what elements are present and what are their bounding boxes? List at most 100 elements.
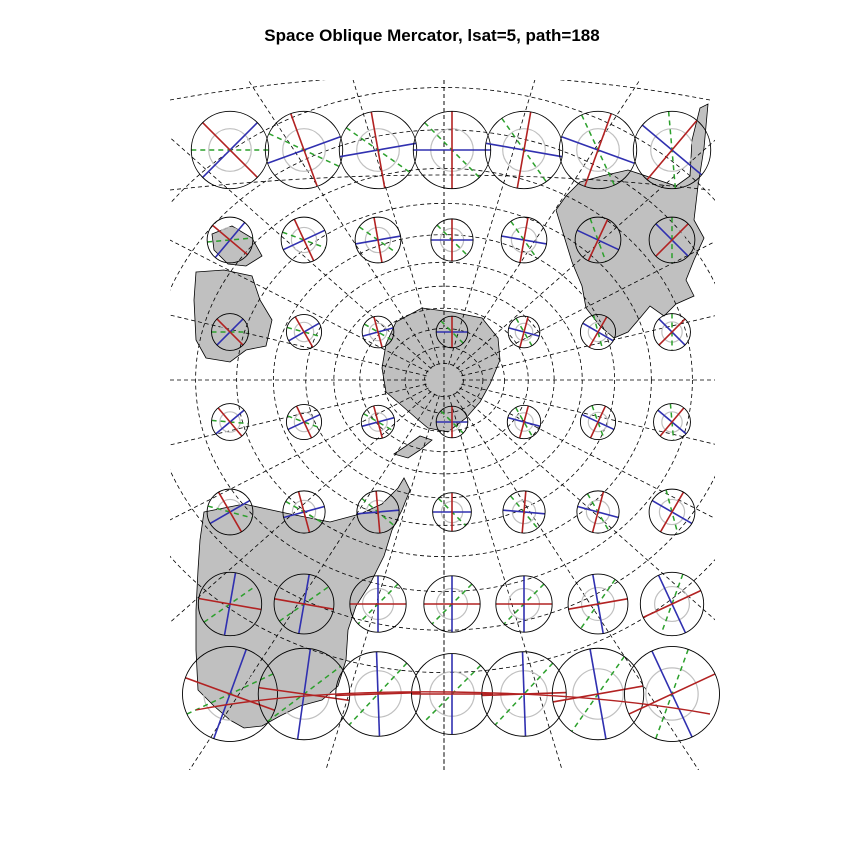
graticule-meridian-3 xyxy=(456,391,715,621)
indicatrix-reference-ring xyxy=(584,226,612,254)
indicatrix-meridian-tick xyxy=(258,686,350,702)
indicatrix-circle xyxy=(558,110,638,190)
indicatrix-meridian-tick xyxy=(216,318,244,346)
indicatrix-reference-ring xyxy=(365,499,391,525)
indicatrix-meridian-tick xyxy=(642,589,702,619)
indicatrix-reference-ring xyxy=(514,322,534,342)
indicatrix-0-5 xyxy=(558,110,638,190)
indicatrix-reference-ring xyxy=(500,670,548,718)
indicatrix-reference-ring xyxy=(514,412,534,432)
indicatrix-circle xyxy=(648,488,696,536)
indicatrix-reference-ring xyxy=(572,668,624,720)
indicatrix-reference-ring xyxy=(580,586,616,622)
indicatrix-circle xyxy=(354,216,402,264)
land-central xyxy=(381,307,501,433)
indicatrix-reference-ring xyxy=(293,411,315,433)
indicatrix-circle xyxy=(551,647,645,741)
indicatrix-meridian-tick xyxy=(646,119,698,181)
indicatrix-meridian-tick xyxy=(370,111,386,189)
graticule-meridian-5 xyxy=(448,395,563,770)
indicatrix-reference-ring xyxy=(661,411,683,433)
indicatrix-meridian-tick xyxy=(589,405,607,439)
land-masses xyxy=(193,103,709,729)
indicatrix-reference-ring xyxy=(354,670,402,718)
indicatrix-3-4 xyxy=(506,404,542,440)
indicatrix-reference-ring xyxy=(502,128,546,172)
indicatrix-reference-ring xyxy=(650,128,694,172)
indicatrix-max-scale-axis xyxy=(287,415,321,429)
indicatrix-circle xyxy=(624,646,720,742)
indicatrix-3-2 xyxy=(360,404,396,440)
indicatrix-circle xyxy=(423,575,481,633)
indicatrix-meridian-tick xyxy=(655,223,689,257)
indicatrix-circle xyxy=(360,404,396,440)
indicatrix-meridian-tick xyxy=(373,316,383,348)
indicatrix-1-1 xyxy=(280,216,328,264)
indicatrix-5-2 xyxy=(349,575,407,633)
land-chain xyxy=(393,435,433,459)
indicatrix-max-scale-axis xyxy=(286,326,322,338)
indicatrix-reference-ring xyxy=(219,411,241,433)
graticule-meridian-19 xyxy=(448,80,536,365)
indicatrix-meridian-tick xyxy=(274,598,334,610)
indicatrix-circle xyxy=(576,490,620,534)
indicatrix-reference-ring xyxy=(216,226,244,254)
indicatrix-max-scale-axis xyxy=(514,407,534,437)
indicatrix-meridian-tick xyxy=(516,111,532,189)
indicatrix-0-0 xyxy=(190,110,270,190)
indicatrix-reference-ring xyxy=(511,499,537,525)
indicatrix-meridian-tick xyxy=(372,405,384,439)
indicatrix-1-6 xyxy=(648,216,696,264)
indicatrix-0-2 xyxy=(338,110,418,190)
indicatrix-meridian-tick xyxy=(295,405,313,439)
indicatrix-meridian-tick xyxy=(659,491,685,533)
indicatrix-circle xyxy=(495,575,553,633)
indicatrix-meridian-tick xyxy=(375,490,381,534)
indicatrix-1-0 xyxy=(206,216,254,264)
indicatrix-meridian-tick xyxy=(587,218,609,262)
indicatrix-circle xyxy=(574,216,622,264)
indicatrix-meridian-tick xyxy=(290,113,318,187)
indicatrix-5-0 xyxy=(197,571,263,637)
indicatrix-meridian-tick xyxy=(584,113,612,187)
indicatrix-meridian-tick xyxy=(568,598,628,610)
indicatrix-circle xyxy=(412,110,492,190)
indicatrix-3-3 xyxy=(435,405,469,439)
indicatrix-meridian-tick xyxy=(628,673,716,715)
indicatrix-meridian-tick xyxy=(373,217,383,263)
indicatrix-meridian-tick xyxy=(518,405,530,439)
indicatrix-circle xyxy=(567,573,629,635)
indicatrix-circle xyxy=(190,110,270,190)
indicatrix-circle xyxy=(507,315,541,349)
indicatrix-5-3 xyxy=(423,575,481,633)
indicatrix-meridian-tick xyxy=(335,691,421,697)
indicatrix-4-3 xyxy=(432,492,472,532)
indicatrix-reference-ring xyxy=(216,498,244,526)
indicatrix-circle xyxy=(639,571,705,637)
indicatrix-max-scale-axis xyxy=(363,412,393,432)
indicatrix-2-3 xyxy=(435,315,469,349)
indicatrix-meridian-tick xyxy=(591,491,605,533)
indicatrix-circle xyxy=(481,651,567,737)
indicatrix-circle xyxy=(282,490,326,534)
indicatrix-meridian-tick xyxy=(217,491,243,533)
graticule-meridian-1 xyxy=(461,383,715,445)
indicatrix-circle xyxy=(356,490,400,534)
indicatrix-circle xyxy=(273,573,335,635)
indicatrix-circle xyxy=(653,403,691,441)
indicatrix-3-5 xyxy=(579,403,617,441)
indicatrix-circle xyxy=(280,216,328,264)
indicatrix-2-2 xyxy=(361,315,395,349)
indicatrix-0-4 xyxy=(484,110,564,190)
indicatrix-reference-ring xyxy=(286,586,322,622)
indicatrix-circle xyxy=(632,110,712,190)
indicatrix-5-1 xyxy=(273,573,335,635)
indicatrix-meridian-tick xyxy=(297,491,311,533)
indicatrix-1-3 xyxy=(430,218,474,262)
indicatrix-reference-ring xyxy=(356,128,400,172)
indicatrix-5-5 xyxy=(567,573,629,635)
indicatrix-meridian-tick xyxy=(588,316,608,348)
indicatrix-circle xyxy=(285,313,323,351)
indicatrix-4-6 xyxy=(648,488,696,536)
indicatrix-meridian-tick xyxy=(519,217,529,263)
